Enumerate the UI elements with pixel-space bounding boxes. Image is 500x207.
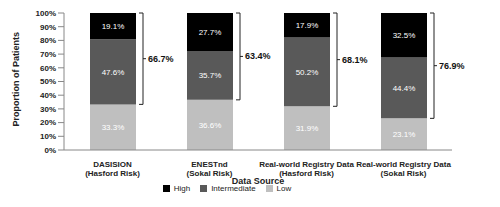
svg-text:17.9%: 17.9% bbox=[296, 21, 319, 30]
html-text:Low: Low bbox=[276, 184, 292, 193]
svg-text:50.2%: 50.2% bbox=[296, 68, 319, 77]
svg-text:ENESTnd(Sokal Risk): ENESTnd(Sokal Risk) bbox=[187, 160, 233, 178]
html-text:(Hasford Risk): (Hasford Risk) bbox=[279, 169, 334, 178]
html-text:High: High bbox=[173, 184, 191, 193]
svg-text:66.7%: 66.7% bbox=[148, 54, 174, 64]
svg-text:Real-world Registry Data(Sokal: Real-world Registry Data(Sokal Risk) bbox=[356, 160, 451, 178]
svg-text:36.6%: 36.6% bbox=[199, 121, 222, 130]
svg-text:DASISION(Hasford Risk): DASISION(Hasford Risk) bbox=[85, 160, 140, 178]
svg-text:31.9%: 31.9% bbox=[296, 124, 319, 133]
svg-text:47.6%: 47.6% bbox=[102, 68, 125, 77]
svg-text:Data Source: Data Source bbox=[232, 176, 285, 186]
svg-text:19.1%: 19.1% bbox=[102, 22, 125, 31]
svg-text:27.7%: 27.7% bbox=[199, 28, 222, 37]
svg-text:44.4%: 44.4% bbox=[393, 84, 416, 93]
svg-text:63.4%: 63.4% bbox=[245, 51, 271, 61]
svg-text:90%: 90% bbox=[40, 23, 56, 32]
svg-text:35.7%: 35.7% bbox=[199, 71, 222, 80]
svg-text:30%: 30% bbox=[40, 105, 56, 114]
svg-text:80%: 80% bbox=[40, 36, 56, 45]
html-text:Intermediate: Intermediate bbox=[211, 184, 256, 193]
svg-text:0%: 0% bbox=[44, 146, 56, 155]
svg-text:60%: 60% bbox=[40, 64, 56, 73]
svg-text:10%: 10% bbox=[40, 132, 56, 141]
svg-text:32.5%: 32.5% bbox=[393, 31, 416, 40]
html-text:Real-world Registry Data: Real-world Registry Data bbox=[259, 160, 354, 169]
svg-text:23.1%: 23.1% bbox=[393, 130, 416, 139]
svg-text:Proportion of Patients: Proportion of Patients bbox=[11, 32, 21, 127]
svg-text:70%: 70% bbox=[40, 50, 56, 59]
svg-text:40%: 40% bbox=[40, 91, 56, 100]
svg-text:20%: 20% bbox=[40, 118, 56, 127]
svg-text:68.1%: 68.1% bbox=[342, 55, 368, 65]
svg-text:33.3%: 33.3% bbox=[102, 123, 125, 132]
svg-text:100%: 100% bbox=[36, 9, 56, 18]
svg-text:76.9%: 76.9% bbox=[439, 61, 465, 71]
svg-text:50%: 50% bbox=[40, 77, 56, 86]
